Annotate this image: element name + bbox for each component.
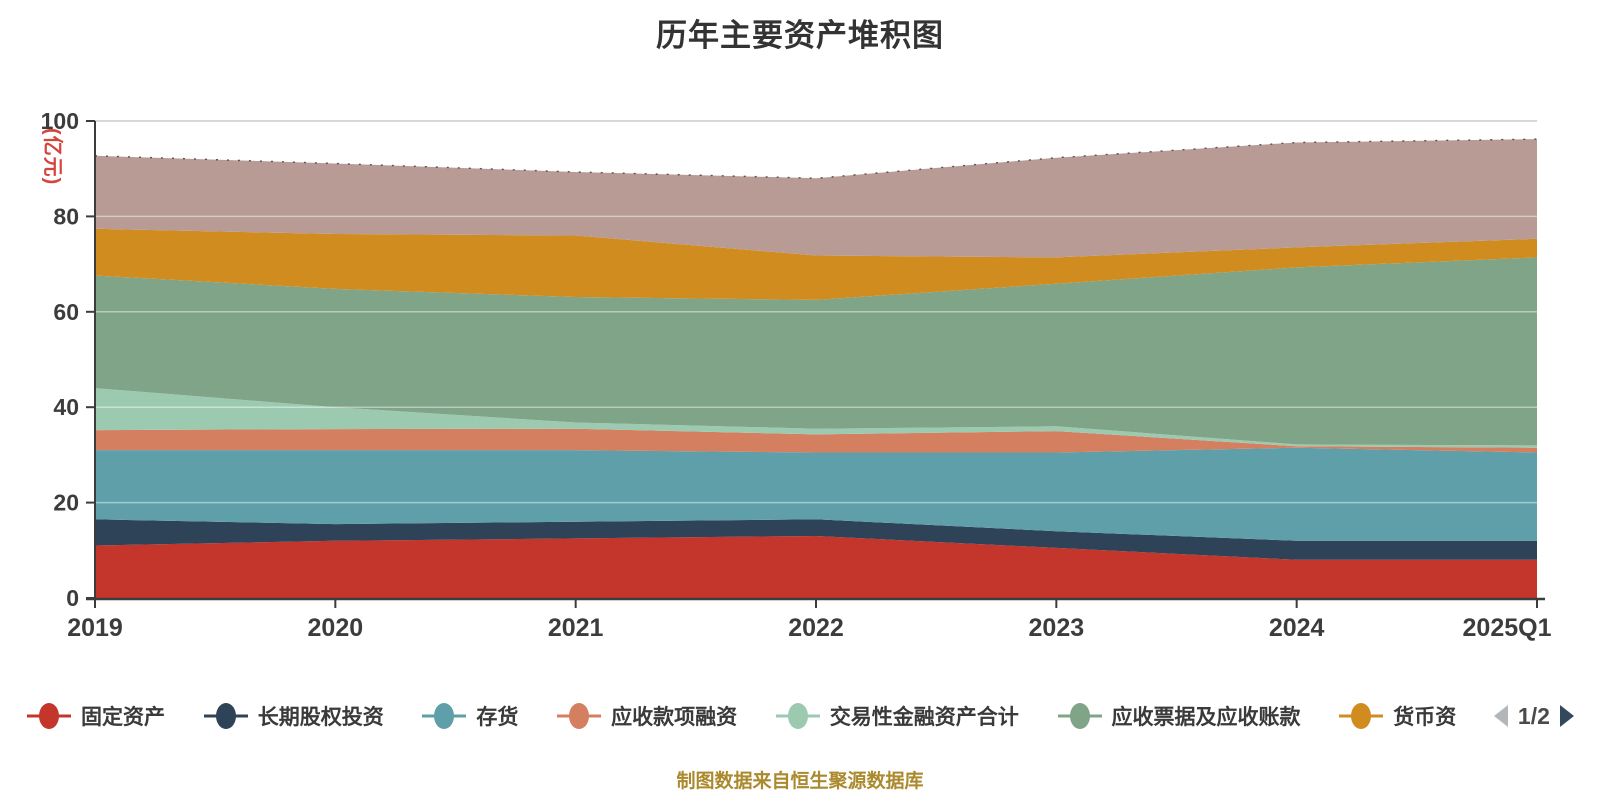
legend-item-应收款项融资[interactable]: 应收款项融资 [556, 701, 737, 731]
footer-source: 制图数据来自恒生聚源数据库 [676, 771, 924, 792]
area-货币资[interactable] [95, 228, 1537, 300]
legend-marker-icon [775, 703, 820, 729]
area-存货[interactable] [95, 447, 1537, 541]
x-tick-label-2024: 2024 [1269, 614, 1325, 642]
y-tick-label-0: 0 [66, 585, 79, 611]
legend-item-label: 交易性金融资产合计 [829, 706, 1019, 729]
legend-item-固定资产[interactable]: 固定资产 [26, 701, 165, 731]
y-tick-label-80: 80 [53, 203, 79, 229]
legend-item-label: 货币资 [1393, 706, 1457, 729]
area-应收票据及应收账款[interactable] [95, 257, 1537, 446]
legend-marker-icon [27, 703, 71, 729]
legend-marker-icon [1339, 703, 1384, 729]
x-tick-label-2019: 2019 [67, 614, 123, 642]
legend-item-label: 存货 [476, 706, 519, 729]
legend-item-货币资[interactable]: 货币资 [1338, 701, 1456, 731]
legend-next-arrow[interactable] [1559, 705, 1574, 727]
stacked-area-chart: 0 20 40 60 80 100(亿元) 2019 2020 2021 2022 2023 2024… [41, 108, 1552, 642]
area-series-8[interactable] [95, 139, 1537, 258]
legend-item-label: 固定资产 [81, 706, 165, 729]
area-长期股权投资[interactable] [95, 519, 1537, 560]
area-应收款项融资[interactable] [95, 428, 1537, 453]
legend-marker-icon [1057, 703, 1102, 729]
legend-marker-icon [203, 703, 248, 729]
legend-item-label: 应收款项融资 [611, 706, 738, 729]
legend-pagination: 1/2 [1493, 702, 1574, 730]
legend: 固定资产 长期股权投资 存货 应收款项融资 交易性金融资产合计 应收票据及应收账… [0, 692, 1600, 740]
legend-item-label: 长期股权投资 [257, 706, 384, 729]
legend-item-存货[interactable]: 存货 [421, 701, 518, 731]
x-tick-label-2021: 2021 [548, 614, 604, 642]
y-tick-label-40: 40 [53, 394, 79, 420]
y-tick-label-60: 60 [53, 299, 79, 325]
legend-item-交易性金融资产合计[interactable]: 交易性金融资产合计 [775, 701, 1019, 731]
x-tick-label-2020: 2020 [308, 614, 364, 642]
legend-page-indicator: 1/2 [1517, 702, 1550, 729]
y-tick-label-100: 100 [41, 108, 79, 134]
area-交易性金融资产合计[interactable] [95, 388, 1537, 448]
x-tick-label-2025Q1: 2025Q1 [1463, 614, 1552, 642]
x-tick-label-2022: 2022 [788, 614, 844, 642]
legend-marker-icon [557, 703, 602, 729]
legend-item-应收票据及应收账款[interactable]: 应收票据及应收账款 [1057, 701, 1301, 731]
legend-prev-arrow[interactable] [1493, 705, 1508, 727]
y-tick-label-20: 20 [53, 490, 79, 516]
legend-item-长期股权投资[interactable]: 长期股权投资 [203, 701, 384, 731]
y-axis-name: (亿元) [41, 128, 65, 185]
legend-item-label: 应收票据及应收账款 [1111, 706, 1301, 729]
area-固定资产[interactable] [95, 536, 1537, 598]
legend-marker-icon [422, 703, 467, 729]
chart-title: 历年主要资产堆积图 [656, 18, 944, 53]
x-tick-label-2023: 2023 [1029, 614, 1085, 642]
